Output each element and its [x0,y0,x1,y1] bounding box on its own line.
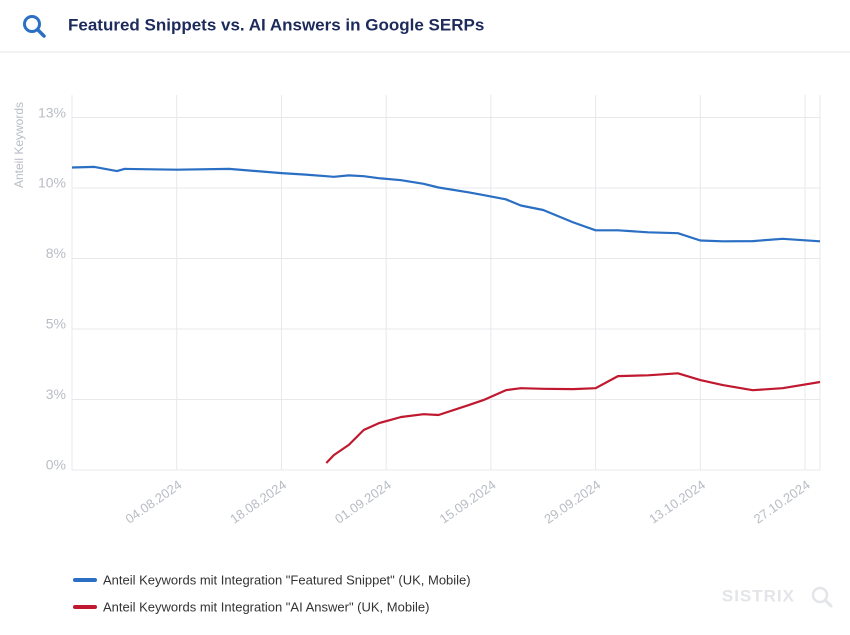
watermark-icon [811,586,833,608]
x-tick-label: 18.08.2024 [227,477,289,527]
x-tick-label: 29.09.2024 [541,477,603,527]
y-axis-label: Anteil Keywords [12,102,26,188]
series-line [71,165,821,243]
chart-title: Featured Snippets vs. AI Answers in Goog… [68,15,484,34]
y-tick-label: 5% [46,316,66,332]
x-tick-label: 15.09.2024 [437,477,499,527]
header [0,0,850,52]
search-icon [23,15,46,38]
y-tick-label: 8% [46,245,66,261]
x-tick-label: 04.08.2024 [122,477,184,527]
x-tick-label: 01.09.2024 [332,477,394,527]
x-tick-label: 27.10.2024 [751,477,813,527]
legend-label: Anteil Keywords mit Integration "Feature… [103,572,471,587]
y-tick-label: 0% [46,457,66,473]
y-tick-label: 3% [46,386,66,402]
series-line [325,372,821,464]
watermark: SISTRIX [722,586,795,605]
y-tick-label: 13% [38,104,66,120]
x-tick-label: 13.10.2024 [646,477,708,527]
legend-label: Anteil Keywords mit Integration "AI Answ… [103,599,429,614]
y-tick-label: 10% [38,175,66,191]
